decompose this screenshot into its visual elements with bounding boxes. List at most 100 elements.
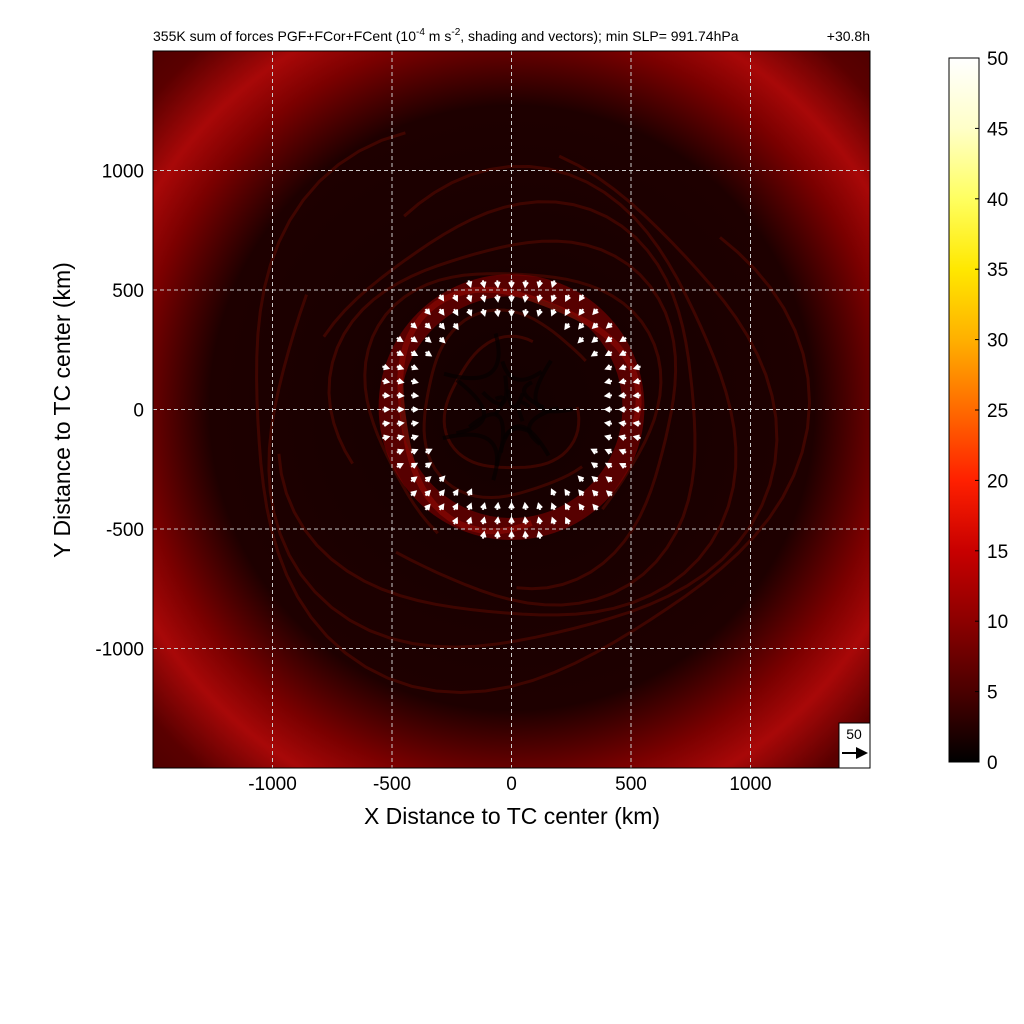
- force-vector: [382, 378, 391, 385]
- force-vector: [618, 434, 627, 441]
- force-vector: [438, 489, 445, 497]
- force-vector: [396, 350, 405, 356]
- force-vector: [578, 308, 585, 316]
- force-vector: [410, 364, 419, 371]
- force-vector: [396, 392, 405, 399]
- colorbar-tick-label: 50: [987, 49, 1008, 70]
- y-tick-label: 500: [112, 281, 144, 302]
- force-vector: [578, 294, 585, 302]
- force-vector: [480, 294, 487, 303]
- force-vector: [565, 516, 571, 525]
- colorbar-tick-label: 40: [987, 190, 1008, 211]
- colorbar-tick-label: 25: [987, 401, 1008, 422]
- x-tick-label: 1000: [729, 774, 771, 795]
- y-tick-label: -500: [106, 520, 144, 541]
- force-vector: [536, 280, 543, 289]
- force-vector: [632, 364, 641, 371]
- force-vector: [396, 420, 405, 427]
- colorbar-tick-label: 45: [987, 119, 1008, 140]
- force-vector: [603, 392, 613, 399]
- force-vector: [591, 336, 599, 343]
- colorbar-tick-label: 30: [987, 331, 1008, 352]
- force-vector: [410, 322, 418, 329]
- eye-swirl: [505, 389, 525, 409]
- force-vector: [396, 434, 405, 441]
- force-vector: [577, 336, 584, 344]
- force-vector: [619, 336, 627, 342]
- force-vector: [438, 322, 446, 330]
- force-vector: [410, 350, 419, 356]
- force-vector: [565, 294, 571, 302]
- force-vector: [494, 516, 501, 525]
- force-vector: [550, 516, 557, 525]
- eye-swirl: [500, 360, 543, 382]
- force-vector: [396, 378, 405, 385]
- force-vector: [605, 322, 613, 329]
- plot-frame: [152, 50, 871, 769]
- force-vector: [494, 501, 501, 511]
- force-vectors: [382, 280, 641, 539]
- force-vector: [522, 280, 529, 289]
- force-vector: [522, 501, 529, 511]
- force-vector: [438, 475, 446, 482]
- force-vector: [618, 448, 627, 455]
- force-vector: [618, 420, 627, 427]
- force-vector: [508, 501, 515, 510]
- force-vector: [439, 336, 446, 344]
- colorbar-tick-label: 35: [987, 260, 1008, 281]
- force-vector: [536, 308, 543, 317]
- colorbar-tick-label: 10: [987, 612, 1008, 633]
- eye-swirl: [494, 424, 551, 467]
- x-tick-label: 0: [506, 774, 517, 795]
- colorbar-scale: [948, 57, 980, 763]
- force-vector: [410, 434, 419, 441]
- force-vector: [494, 530, 501, 539]
- force-vector: [508, 280, 515, 289]
- force-vector: [536, 516, 543, 525]
- force-vector: [550, 280, 557, 289]
- field-swirl: [322, 200, 697, 607]
- force-vector: [550, 488, 557, 496]
- y-tick-label: 1000: [102, 162, 144, 183]
- force-vector: [619, 463, 627, 469]
- force-vector: [591, 322, 599, 330]
- chart-title: 355K sum of forces PGF+FCor+FCent (10-4 …: [153, 27, 739, 44]
- force-vector: [382, 434, 391, 441]
- force-vector: [590, 462, 599, 469]
- colorbar: 0 5 10 15 20 25 30 35 40 45 50: [948, 49, 1008, 774]
- force-vector: [604, 462, 613, 469]
- force-vector: [424, 489, 432, 497]
- y-axis: -1000 -500 0 500 1000: [95, 162, 144, 661]
- force-vector: [425, 448, 433, 455]
- force-vector: [424, 475, 432, 483]
- force-vector: [508, 516, 515, 525]
- force-vector: [438, 308, 445, 316]
- force-vector: [604, 378, 613, 385]
- force-vector: [452, 488, 459, 497]
- force-vector: [618, 350, 627, 356]
- force-vector: [396, 364, 405, 371]
- force-vector: [466, 294, 473, 303]
- force-vector: [466, 308, 473, 317]
- field-swirl: [327, 239, 678, 591]
- force-vector: [452, 308, 459, 317]
- eye-swirl: [443, 332, 501, 381]
- force-vector: [632, 392, 641, 399]
- force-vector: [578, 489, 585, 497]
- force-vector: [605, 490, 613, 497]
- force-vector: [590, 350, 599, 357]
- force-vector: [522, 294, 529, 303]
- force-vector: [480, 502, 487, 511]
- force-vector: [604, 364, 613, 371]
- force-vector: [410, 476, 418, 483]
- field-swirl: [277, 164, 738, 617]
- field-swirl: [267, 154, 779, 649]
- colorbar-ticks: 0 5 10 15 20 25 30 35 40 45 50: [975, 49, 1008, 774]
- grid: [153, 51, 870, 768]
- x-tick-label: -1000: [248, 774, 297, 795]
- force-vector: [604, 448, 613, 455]
- force-vector: [452, 502, 459, 511]
- reference-vector-label: 50: [846, 726, 862, 742]
- force-vector: [592, 308, 599, 316]
- force-vector: [508, 309, 515, 318]
